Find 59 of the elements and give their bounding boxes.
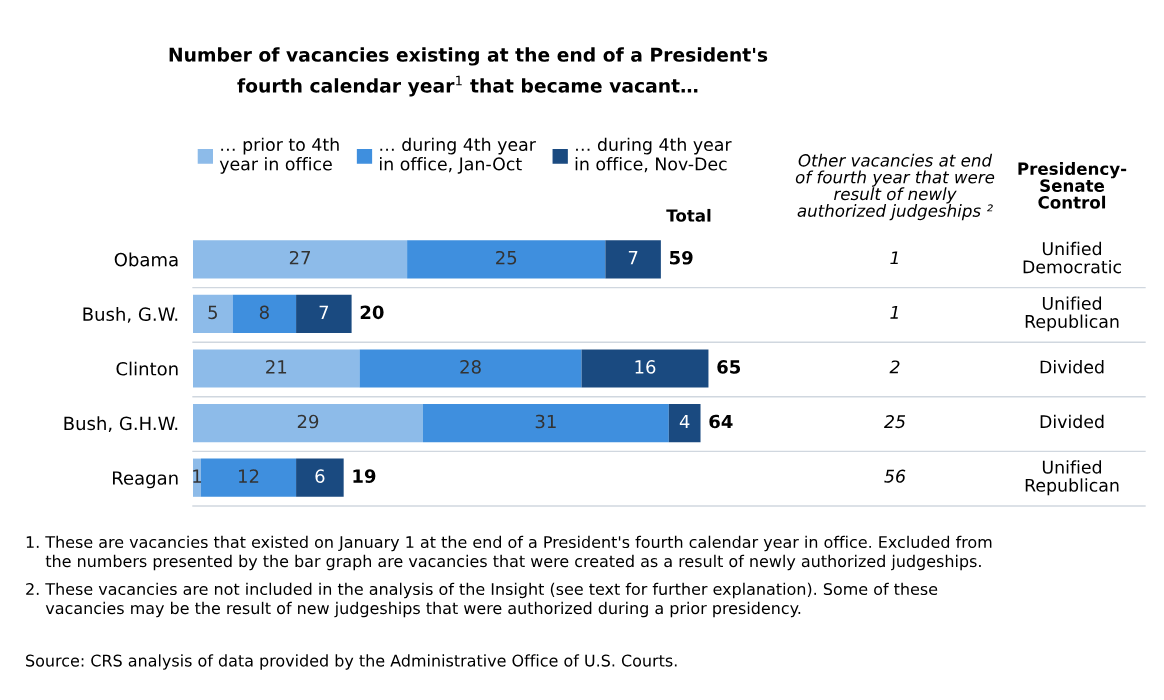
data-label: 29 — [297, 414, 319, 429]
text: Total — [666, 208, 711, 222]
total-label: 19 — [353, 469, 376, 483]
text: 1 — [890, 306, 898, 319]
text: 1 — [890, 251, 898, 265]
text: 56 — [884, 469, 906, 483]
data-label: 12 — [239, 469, 259, 483]
bar — [232, 294, 297, 334]
category-label: Other vacancies at end of fourth year that were result of newly authorized judgeships ² — [795, 153, 995, 221]
total-label: 65 — [717, 360, 741, 374]
total-label: 64 — [709, 414, 733, 429]
data-label: 7 — [628, 251, 638, 265]
bar — [605, 240, 661, 279]
category-label: Presidency- Senate Control — [1018, 162, 1127, 209]
data-label: 1 — [193, 469, 202, 483]
source-note: Source: CRS analysis of data provided by the Administrative Office of U.S. Courts. — [26, 654, 677, 670]
y-tick-label: Bush, G.H.W. — [64, 416, 178, 433]
text: Unified Republican — [1025, 296, 1119, 332]
y-tick-label: Bush, G.W. — [83, 307, 178, 323]
legend-label: … during 4th year in office, Nov-Dec — [575, 137, 732, 173]
bar — [193, 403, 423, 443]
text: 25 — [884, 415, 906, 429]
data-label: 31 — [535, 414, 556, 429]
data-label: 16 — [635, 360, 656, 374]
y-tick-label: Clinton — [116, 361, 178, 376]
data-label: 28 — [460, 360, 481, 374]
data-label: 27 — [289, 250, 310, 265]
data-label: 4 — [679, 414, 690, 429]
bar — [668, 403, 701, 443]
text: 2 — [889, 360, 900, 374]
bar — [193, 349, 360, 388]
bar — [581, 349, 709, 388]
data-label: 7 — [319, 305, 329, 319]
legend-label: … prior to 4th year in office — [219, 137, 339, 174]
data-label: 6 — [315, 469, 325, 483]
total-label: 59 — [670, 250, 693, 265]
bar — [359, 349, 582, 388]
bar — [193, 294, 233, 334]
bar — [200, 458, 297, 497]
total-label: 20 — [360, 305, 384, 320]
legend-label: … during 4th year in office, Jan-Oct — [380, 137, 536, 174]
chart-title: Number of vacancies existing at the end of a President's fourth calendar year$^{1}$ that became vacant… — [169, 47, 768, 97]
bar — [296, 458, 344, 497]
text: Unified Democratic — [1023, 241, 1121, 274]
text: Unified Republican — [1025, 460, 1119, 496]
text: 2. These vacancies are not included in the analysis of the Insight (see text for further explanation). Some of these vacancies may be the result of new judgeships that were authorized during a prior presidency. — [26, 582, 938, 618]
data-label: 5 — [208, 305, 217, 320]
bar — [422, 403, 669, 443]
text: 1. These are vacancies that existed on January 1 at the end of a President's fourth calendar year in office. Excluded from the numbers presented by the bar graph are vacancies that were created as a result of newly authorized judgeships. — [26, 535, 992, 571]
text: Divided — [1040, 360, 1104, 374]
text: Divided — [1040, 414, 1104, 429]
data-label: 8 — [259, 305, 269, 320]
data-label: 21 — [266, 360, 287, 374]
y-tick-label: Obama — [114, 252, 178, 267]
bar — [193, 240, 408, 279]
bar — [296, 294, 352, 334]
data-label: 25 — [496, 250, 517, 265]
bar — [407, 240, 606, 279]
y-tick-label: Reagan — [113, 471, 178, 489]
